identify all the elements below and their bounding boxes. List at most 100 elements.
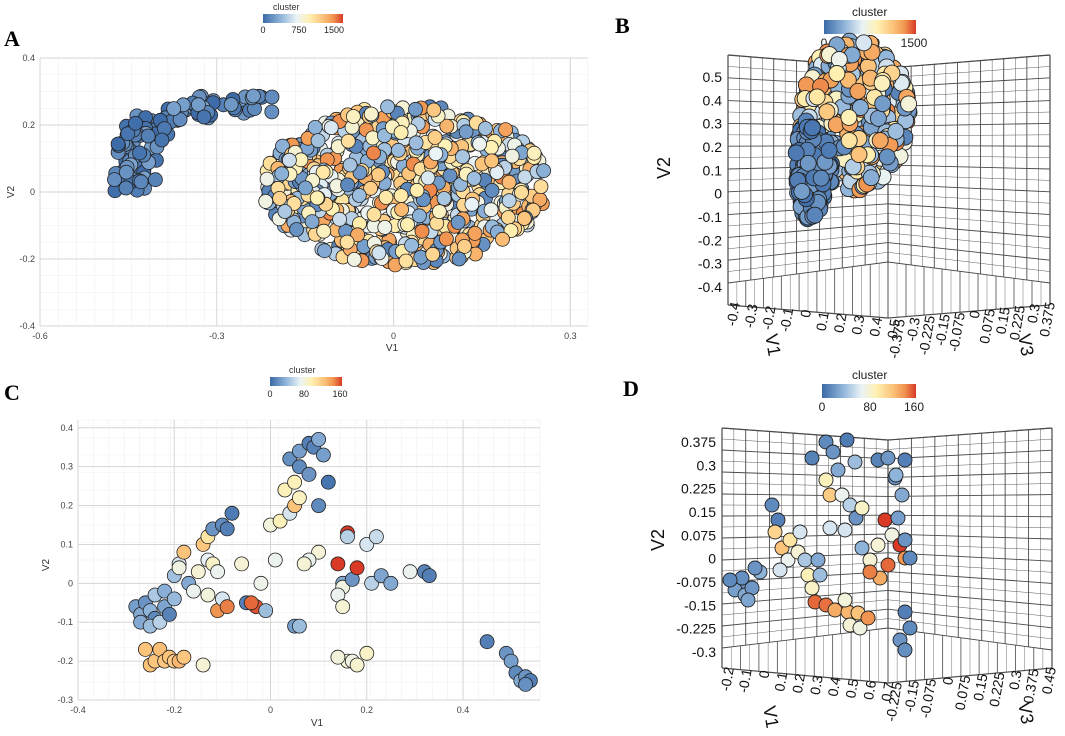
data-point-c <box>296 556 312 572</box>
z-tick-label-d: -0.225 <box>882 681 905 723</box>
y-axis-title-a: V2 <box>6 185 17 198</box>
points-d <box>722 432 918 658</box>
data-point-a <box>317 243 332 259</box>
data-point-b <box>855 34 873 52</box>
panel-letter-a: A <box>4 26 20 51</box>
data-point-a <box>370 167 386 183</box>
data-point-c <box>349 560 365 576</box>
data-point-c <box>518 677 533 692</box>
data-point-a <box>439 118 455 134</box>
data-point-a <box>393 125 409 140</box>
data-point-d <box>747 560 763 576</box>
data-point-a <box>166 101 182 116</box>
x-tick-label-d: 0.6 <box>860 679 879 701</box>
points-b <box>787 32 918 228</box>
x-tick-label-c: 0 <box>268 705 273 715</box>
y-tick-label-d: 0.3 <box>697 457 717 473</box>
data-point-d <box>854 540 870 556</box>
data-point-c <box>301 466 317 482</box>
y-tick-label-b: 0.5 <box>703 69 723 85</box>
z-tick-label-d: -0.15 <box>901 679 922 713</box>
y-tick-label-d: -0.075 <box>676 574 716 590</box>
z-tick-label-b: -0.15 <box>932 312 953 346</box>
data-point-a <box>420 170 436 186</box>
z-tick-label-b: -0.3 <box>903 316 923 343</box>
data-point-b <box>828 65 846 82</box>
legend-tick-a-1: 750 <box>291 25 306 35</box>
data-point-b <box>849 82 867 100</box>
data-point-a <box>275 138 290 154</box>
data-point-d <box>897 532 913 548</box>
data-point-b <box>803 119 821 137</box>
data-point-a <box>409 182 425 198</box>
legend-title-b: cluster <box>852 5 887 19</box>
data-point-a <box>363 180 379 196</box>
data-point-d <box>812 567 828 583</box>
x-tick-label-d: -0.2 <box>717 666 737 693</box>
data-point-c <box>219 521 235 537</box>
data-point-c <box>171 560 187 576</box>
x-axis-title-c: V1 <box>311 718 324 729</box>
box3d-d <box>721 427 1053 684</box>
data-point-c <box>373 568 389 583</box>
y-tick-label-a: 0 <box>30 187 35 197</box>
y-tick-label-c: 0.3 <box>60 462 73 472</box>
x-axis-title-d: V1 <box>759 704 783 729</box>
colorbar-a <box>263 14 343 23</box>
y-tick-label-b: 0.3 <box>703 116 723 132</box>
panel-letter-b: B <box>615 13 630 38</box>
box-edge <box>721 667 889 684</box>
data-point-a <box>458 124 474 140</box>
colorbar-d <box>822 384 916 398</box>
data-point-b <box>840 108 858 126</box>
legend-d: cluster 0 80 160 <box>819 368 925 414</box>
data-point-a <box>196 109 212 125</box>
data-point-a <box>501 174 517 190</box>
data-point-c <box>349 657 365 673</box>
data-point-c <box>219 599 235 615</box>
box-edge <box>727 304 889 319</box>
legend-tick-c-0: 0 <box>267 389 272 399</box>
x-tick-label-d: 0 <box>755 669 772 680</box>
data-point-a <box>154 132 170 148</box>
x-tick-label-b: -0.2 <box>759 304 779 331</box>
ticks-c: -0.4 -0.2 0 0.2 0.4 0.4 0.3 0.2 0.1 0 -0.1 -0.2 -0.3 <box>57 423 469 715</box>
data-point-a <box>438 231 454 247</box>
legend-tick-d-1: 80 <box>863 400 877 414</box>
data-point-b <box>874 95 892 113</box>
data-point-a <box>110 136 126 152</box>
data-point-a <box>431 204 447 220</box>
z-tick-label-b: 0 <box>966 309 983 320</box>
x-tick-label-c: 0.4 <box>457 705 470 715</box>
data-point-b <box>869 109 887 127</box>
box-edge <box>721 427 889 441</box>
y-tick-label-b: -0.2 <box>698 232 722 248</box>
data-point-a <box>340 133 356 149</box>
y-tick-label-a: -0.4 <box>19 321 35 331</box>
data-point-a <box>351 188 367 203</box>
z-tick-label-b: -0.225 <box>915 314 938 356</box>
data-point-c <box>176 544 192 560</box>
data-point-a <box>428 146 444 162</box>
y-tick-label-d: 0.15 <box>689 504 716 520</box>
data-point-d <box>834 487 850 503</box>
panel-letter-d: D <box>623 376 639 401</box>
data-point-a <box>455 149 470 165</box>
data-point-a <box>456 238 472 254</box>
data-point-c <box>277 482 293 498</box>
z-tick-label-b: -0.075 <box>945 311 968 353</box>
data-point-a <box>390 142 406 158</box>
data-point-c <box>243 595 259 611</box>
data-point-d <box>884 527 900 543</box>
data-point-b <box>808 88 826 106</box>
data-point-a <box>378 189 394 205</box>
data-point-c <box>152 614 168 630</box>
data-point-c <box>210 564 226 580</box>
y-tick-label-b: 0.1 <box>703 162 723 178</box>
data-point-d <box>782 532 798 548</box>
data-point-a <box>501 193 517 209</box>
data-point-d <box>894 487 910 503</box>
data-point-d <box>877 512 893 528</box>
x-tick-label-a: -0.6 <box>32 331 48 341</box>
